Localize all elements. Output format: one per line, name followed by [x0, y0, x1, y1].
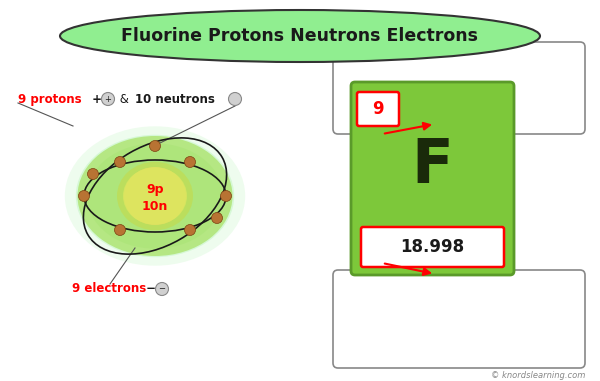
- Ellipse shape: [123, 167, 187, 225]
- Circle shape: [211, 213, 223, 224]
- Ellipse shape: [117, 162, 193, 230]
- Ellipse shape: [65, 126, 245, 266]
- Text: Fluorine Protons Neutrons Electrons: Fluorine Protons Neutrons Electrons: [121, 27, 479, 45]
- Text: 9: 9: [372, 100, 384, 118]
- Circle shape: [101, 93, 115, 106]
- Ellipse shape: [76, 135, 234, 257]
- Circle shape: [149, 141, 161, 152]
- Text: 18.998: 18.998: [400, 238, 464, 256]
- Ellipse shape: [87, 143, 223, 249]
- Ellipse shape: [77, 136, 232, 256]
- Text: 9p: 9p: [146, 182, 164, 195]
- Text: = 19 - 9 =: = 19 - 9 =: [430, 319, 488, 329]
- Ellipse shape: [60, 10, 540, 62]
- Text: −: −: [142, 282, 156, 296]
- Circle shape: [185, 157, 196, 168]
- Circle shape: [115, 224, 125, 235]
- Circle shape: [185, 224, 196, 235]
- Ellipse shape: [124, 167, 186, 225]
- Text: 9: 9: [532, 100, 539, 110]
- Text: +: +: [104, 94, 112, 104]
- Text: &: &: [116, 93, 133, 106]
- Text: mass - atomic number: mass - atomic number: [400, 302, 518, 312]
- FancyBboxPatch shape: [357, 92, 399, 126]
- FancyBboxPatch shape: [351, 82, 514, 275]
- Text: 10: 10: [500, 319, 514, 329]
- Circle shape: [115, 157, 125, 168]
- Text: 9 protons: 9 protons: [18, 93, 82, 106]
- Text: F: F: [412, 137, 454, 196]
- Text: 9 electrons: 9 electrons: [72, 282, 146, 296]
- Text: +: +: [88, 93, 102, 106]
- FancyBboxPatch shape: [361, 227, 504, 267]
- Text: No. of protons = No. of: No. of protons = No. of: [399, 82, 519, 92]
- Text: 10n: 10n: [142, 200, 168, 213]
- Text: No. of neutrons = Atomic: No. of neutrons = Atomic: [393, 284, 525, 294]
- Circle shape: [88, 168, 98, 179]
- FancyBboxPatch shape: [333, 270, 585, 368]
- FancyBboxPatch shape: [333, 42, 585, 134]
- Text: electrons = Atomic no. =: electrons = Atomic no. =: [392, 100, 526, 110]
- Text: −: −: [158, 285, 166, 293]
- Text: © knordslearning.com: © knordslearning.com: [491, 370, 585, 379]
- Circle shape: [220, 190, 232, 202]
- Circle shape: [79, 190, 89, 202]
- Text: 10 neutrons: 10 neutrons: [135, 93, 215, 106]
- Circle shape: [155, 282, 169, 296]
- Circle shape: [229, 93, 241, 106]
